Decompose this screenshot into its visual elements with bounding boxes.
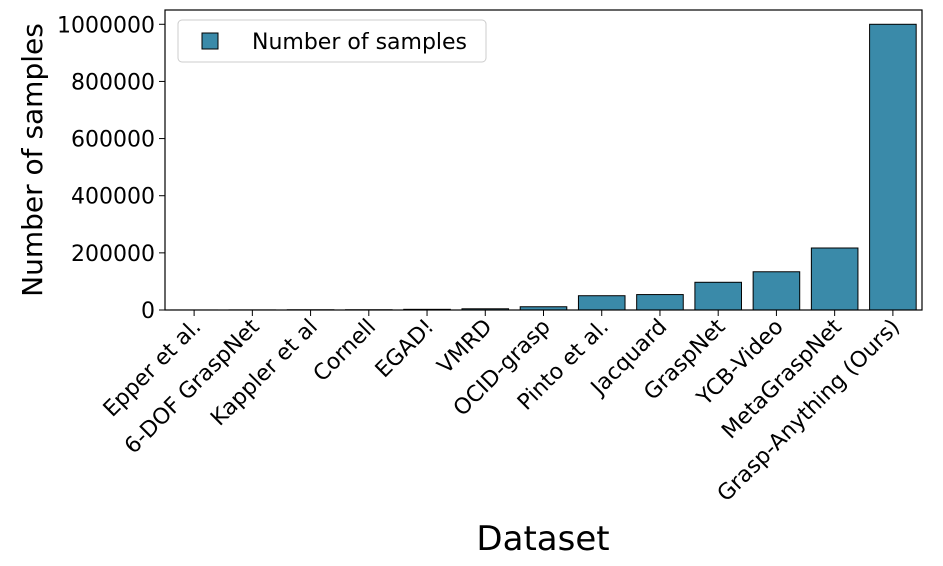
- legend-label: Number of samples: [252, 30, 467, 55]
- bar-grasp-anything-ours: [869, 23, 917, 311]
- legend-box: [177, 19, 487, 63]
- bars: [170, 23, 917, 311]
- x-axis-title: Dataset: [476, 519, 609, 559]
- x-tick-label: EGAD!: [371, 315, 439, 383]
- y-tick-label: 800000: [71, 70, 155, 95]
- bar-ycb-video: [752, 271, 801, 311]
- bar-pinto-et-al: [577, 295, 626, 311]
- bar-metagraspnet: [810, 247, 859, 311]
- y-tick-label: 400000: [71, 185, 155, 210]
- bar-graspnet: [694, 281, 742, 311]
- legend: Number of samples: [177, 19, 487, 63]
- y-tick-label: 600000: [71, 128, 155, 153]
- y-tick-label: 0: [141, 299, 155, 324]
- bar-jacquard: [636, 294, 684, 311]
- y-tick-label: 200000: [71, 242, 155, 267]
- y-axis-title: Number of samples: [16, 23, 49, 297]
- y-tick-label: 1000000: [57, 13, 155, 38]
- x-tick-label: Cornell: [309, 315, 381, 387]
- legend-swatch: [201, 32, 219, 50]
- y-axis: 0 200000 400000 600000 800000 1000000: [57, 13, 165, 324]
